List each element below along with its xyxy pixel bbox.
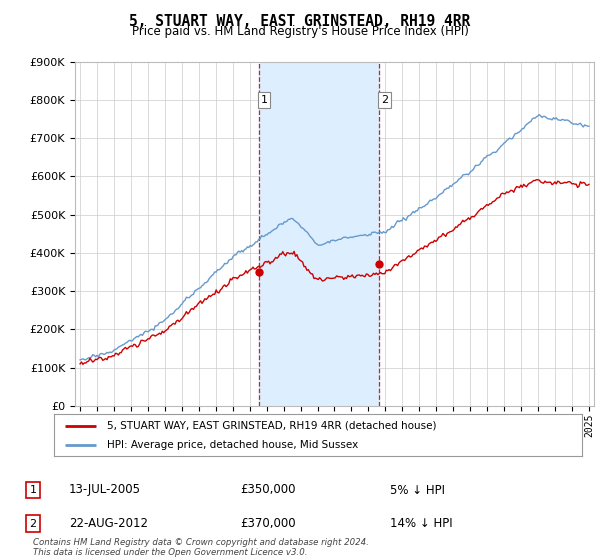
Text: 2: 2 (29, 519, 37, 529)
Text: 22-AUG-2012: 22-AUG-2012 (69, 517, 148, 530)
Text: £350,000: £350,000 (240, 483, 296, 497)
Text: 13-JUL-2005: 13-JUL-2005 (69, 483, 141, 497)
Text: 2: 2 (381, 95, 388, 105)
Text: 5% ↓ HPI: 5% ↓ HPI (390, 483, 445, 497)
Text: 1: 1 (260, 95, 268, 105)
Bar (259, 62, 379, 406)
Text: HPI: Average price, detached house, Mid Sussex: HPI: Average price, detached house, Mid … (107, 440, 358, 450)
Text: 5, STUART WAY, EAST GRINSTEAD, RH19 4RR (detached house): 5, STUART WAY, EAST GRINSTEAD, RH19 4RR … (107, 421, 436, 431)
Text: Price paid vs. HM Land Registry's House Price Index (HPI): Price paid vs. HM Land Registry's House … (131, 25, 469, 38)
Text: Contains HM Land Registry data © Crown copyright and database right 2024.
This d: Contains HM Land Registry data © Crown c… (33, 538, 369, 557)
Text: 1: 1 (29, 485, 37, 495)
Text: £370,000: £370,000 (240, 517, 296, 530)
Text: 5, STUART WAY, EAST GRINSTEAD, RH19 4RR: 5, STUART WAY, EAST GRINSTEAD, RH19 4RR (130, 14, 470, 29)
Text: 14% ↓ HPI: 14% ↓ HPI (390, 517, 452, 530)
